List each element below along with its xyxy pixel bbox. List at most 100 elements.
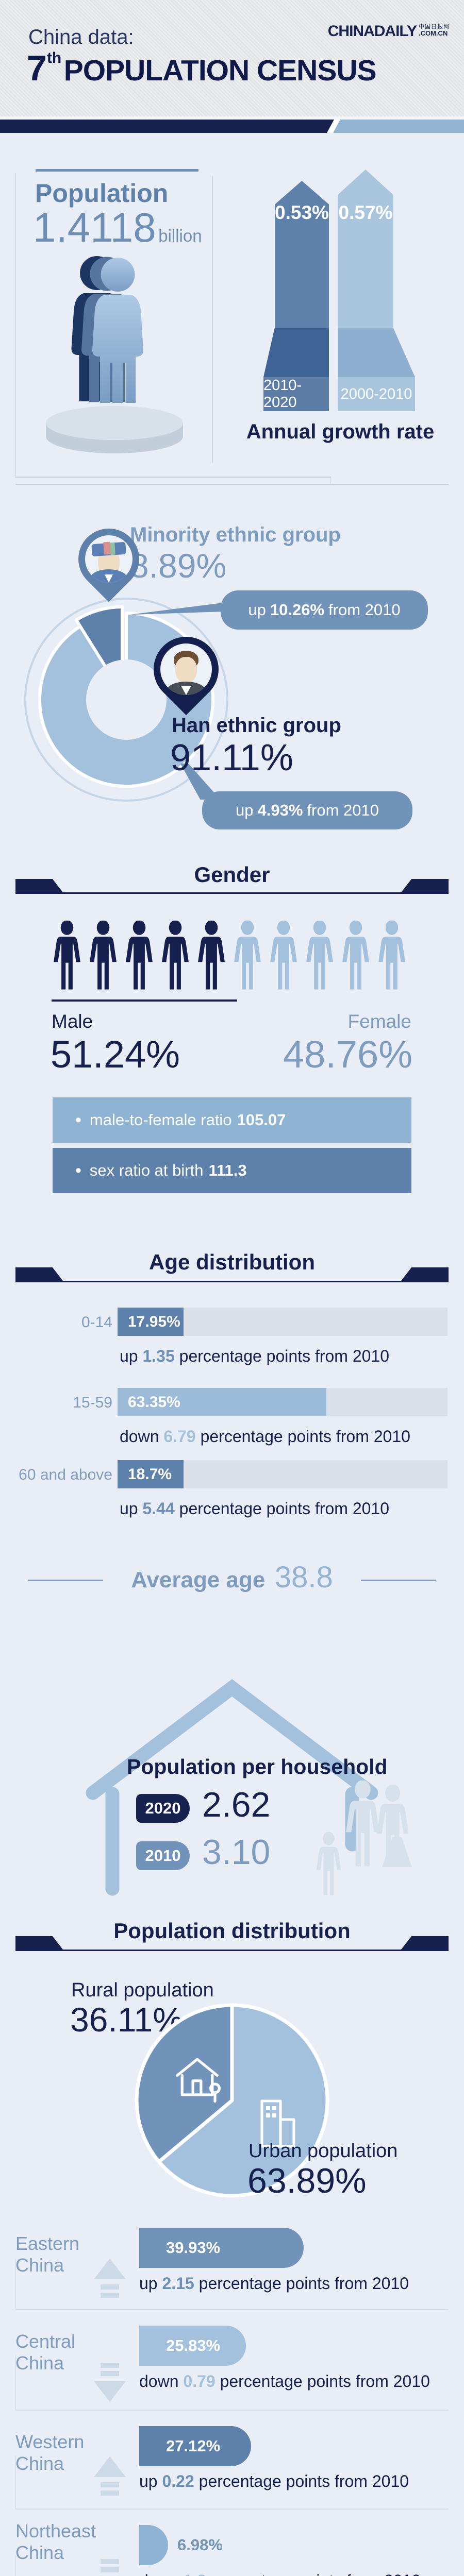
growth-period-1: 2010-2020	[263, 377, 329, 411]
logo-wordmark: CHINADAILY	[327, 23, 417, 40]
note-suffix: percentage points from 2010	[198, 2274, 409, 2293]
han-label: Han ethnic group	[172, 714, 341, 737]
title-number: 7	[27, 48, 47, 88]
note-suffix: percentage points from 2010	[220, 2372, 430, 2391]
age-bar-value: 17.95%	[128, 1313, 180, 1330]
region-value-outside: 6.98%	[177, 2536, 223, 2554]
population-topline	[36, 169, 198, 172]
distribution-pie-chart	[131, 2000, 333, 2201]
down-arrow-icon	[94, 2553, 126, 2576]
household-value-2020: 2.62	[202, 1785, 271, 1824]
female-value: 48.76%	[283, 1033, 412, 1076]
region-value: 39.93%	[166, 2239, 221, 2257]
note-value: 1.2	[183, 2571, 206, 2576]
family-icon	[316, 1781, 412, 1895]
logo-domain: .COM.CN	[419, 29, 448, 37]
urban-label: Urban population	[248, 2140, 398, 2162]
age-band-label: 15-59	[73, 1394, 112, 1411]
gender-pictograph	[52, 920, 407, 991]
region-note: up 2.15 percentage points from 2010	[139, 2274, 409, 2293]
row-corner-line	[15, 2259, 16, 2309]
pedestal-icon	[46, 406, 183, 453]
note-prefix: down	[139, 2571, 179, 2576]
age-heading: Age distribution	[149, 1250, 315, 1274]
age-bar-value: 18.7%	[128, 1465, 172, 1483]
note-value: 2.15	[162, 2274, 194, 2293]
row-corner-line	[15, 2555, 16, 2576]
population-number: 1.4118	[33, 205, 156, 250]
year-badge-2020: 2020	[136, 1794, 190, 1823]
heading-line	[15, 1950, 449, 1951]
region-bar	[139, 2525, 168, 2565]
bullet-icon: •	[75, 1110, 81, 1130]
section-regions: Eastern China 39.93% up 2.15 percentage …	[0, 2215, 464, 2576]
han-note-suffix: from 2010	[307, 801, 379, 819]
divider-blue	[333, 120, 464, 133]
note-prefix: up	[120, 1499, 138, 1518]
household-value-2010: 3.10	[202, 1833, 271, 1872]
gender-heading: Gender	[194, 862, 270, 887]
note-suffix: percentage points from 2010	[179, 1347, 390, 1365]
growth-column-2010-2020	[275, 181, 329, 328]
distribution-heading: Population distribution	[113, 1919, 351, 1943]
section-ethnic: Minority ethnic group 8.89% up 10.26% fr…	[0, 515, 464, 855]
age-band-label: 60 and above	[19, 1466, 112, 1483]
region-bar: 39.93%	[139, 2228, 304, 2268]
section-household: Average age 38.8 Population per househol…	[0, 1556, 464, 1917]
age-change-note: up 5.44 percentage points from 2010	[120, 1499, 389, 1518]
male-figure-icon	[52, 920, 82, 991]
region-note: down 0.79 percentage points from 2010	[139, 2372, 430, 2391]
header-texture	[0, 0, 464, 116]
age-bar-value: 63.35%	[128, 1393, 180, 1411]
ratio-bar-birth: • sex ratio at birth 111.3	[53, 1148, 411, 1193]
section-distribution: Population distribution Rural population…	[0, 1917, 464, 2215]
frame-left-line	[15, 173, 16, 477]
minority-note-value: 10.26%	[270, 601, 325, 619]
age-change-note: up 1.35 percentage points from 2010	[120, 1347, 389, 1366]
up-arrow-icon	[94, 2456, 126, 2502]
divider-navy	[0, 120, 334, 133]
region-note: down 1.2 percentage points from 2010	[139, 2571, 421, 2576]
section-population: Population 1.4118 billion	[0, 133, 464, 515]
ethnic-donut-chart	[18, 591, 235, 808]
han-value: 91.11%	[170, 737, 293, 778]
male-figure-icon	[88, 920, 119, 991]
page-title: 7th POPULATION CENSUS	[27, 47, 377, 89]
male-label: Male	[52, 1011, 93, 1032]
age-bar-track: 63.35%	[118, 1388, 448, 1416]
age-band-label: 0-14	[81, 1314, 112, 1331]
header-kicker: China data:	[28, 26, 134, 48]
ratio-value: 111.3	[208, 1161, 247, 1179]
female-figure-icon	[304, 920, 335, 991]
note-prefix: up	[139, 2472, 158, 2490]
average-age-value: 38.8	[274, 1561, 333, 1594]
note-value: 6.79	[163, 1427, 196, 1446]
minority-change-bubble: up 10.26% from 2010	[221, 590, 428, 630]
row-corner-line	[15, 2355, 16, 2410]
population-unit: billion	[158, 226, 202, 245]
note-value: 0.79	[183, 2372, 216, 2391]
minority-value: 8.89%	[130, 547, 227, 585]
note-value: 0.22	[162, 2472, 194, 2490]
female-figure-icon	[376, 920, 407, 991]
rural-house-icon	[176, 2058, 221, 2103]
male-value: 51.24%	[51, 1033, 180, 1076]
note-suffix: percentage points from 2010	[179, 1499, 390, 1518]
han-change-bubble: up 4.93% from 2010	[202, 791, 412, 829]
note-suffix: percentage points from 2010	[211, 2571, 421, 2576]
up-arrow-icon	[94, 2259, 126, 2304]
population-value: 1.4118 billion	[33, 204, 202, 251]
minority-face-icon	[85, 535, 132, 583]
growth-value-2: 0.57%	[338, 202, 393, 223]
note-prefix: up	[139, 2274, 158, 2293]
note-suffix: percentage points from 2010	[198, 2472, 409, 2490]
minority-note-prefix: up	[248, 601, 266, 619]
frame-bottom-line-2	[15, 484, 449, 485]
year-badge-2010: 2010	[136, 1841, 190, 1870]
region-bar: 25.83%	[139, 2326, 246, 2366]
ratio-label: male-to-female ratio	[89, 1111, 232, 1129]
average-age: Average age 38.8	[0, 1560, 464, 1595]
row-separator	[15, 2509, 449, 2510]
distribution-pie-icon	[135, 2003, 329, 2198]
